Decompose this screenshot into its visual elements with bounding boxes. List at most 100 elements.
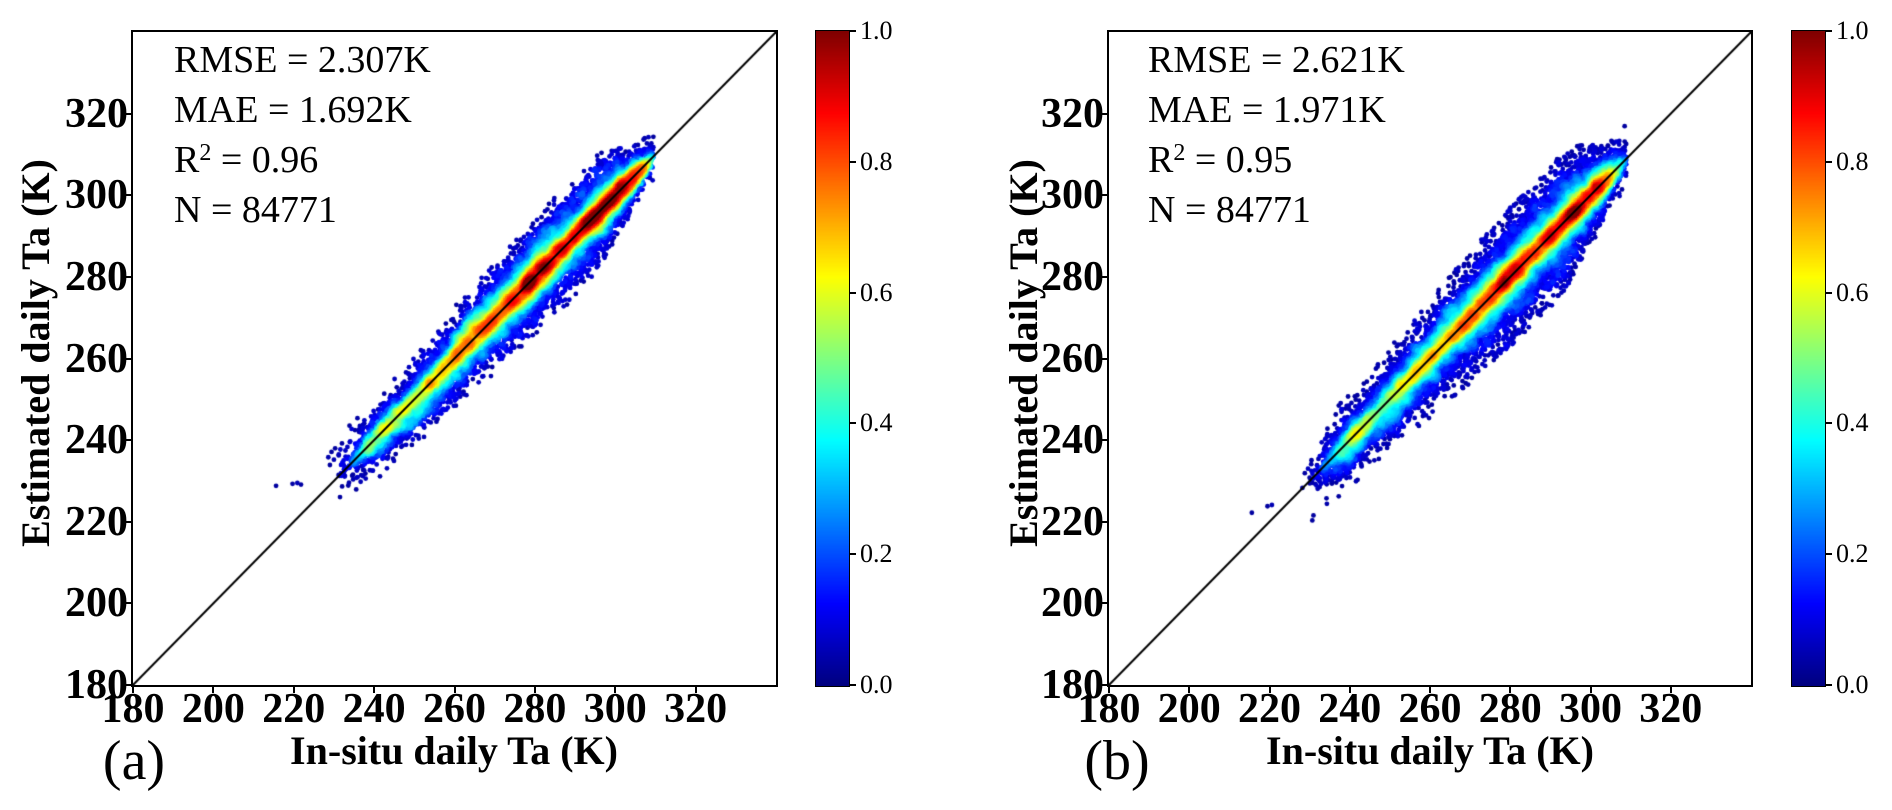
y-tick-label: 260 xyxy=(65,335,128,382)
x-tick-mark xyxy=(453,687,456,693)
y-tick-label: 220 xyxy=(1041,498,1104,545)
y-tick-mark xyxy=(125,357,131,360)
colorbar-tick-label: 0.8 xyxy=(860,146,893,176)
x-tick-label: 180 xyxy=(101,686,165,732)
y-tick-mark xyxy=(125,439,131,442)
scatter-plot-b xyxy=(1109,32,1751,685)
y-tick-label: 300 xyxy=(65,172,128,219)
stat-n-b: N = 84771 xyxy=(1148,189,1311,231)
x-tick-label: 180 xyxy=(1077,686,1141,732)
colorbar-tick-mark xyxy=(1826,553,1832,556)
x-tick-mark xyxy=(212,687,215,693)
colorbar-tick-mark xyxy=(1826,684,1832,686)
stat-r2-b: R2 = 0.95 xyxy=(1148,139,1293,181)
colorbar-tick-mark xyxy=(850,553,856,556)
x-tick-mark xyxy=(1509,687,1512,693)
y-tick-mark xyxy=(1101,520,1107,523)
colorbar-tick-label: 0.2 xyxy=(1836,539,1869,569)
x-tick-label: 260 xyxy=(1398,686,1462,732)
y-tick-label: 280 xyxy=(65,253,128,300)
colorbar-tick-label: 0.6 xyxy=(860,277,893,307)
x-tick-mark xyxy=(1188,687,1191,693)
scatter-plot-a xyxy=(133,32,776,685)
stat-r2-a: R2 = 0.96 xyxy=(174,139,319,181)
x-tick-label: 300 xyxy=(1559,686,1622,732)
x-tick-label: 220 xyxy=(262,686,326,732)
colorbar-tick-mark xyxy=(850,291,856,294)
y-tick-mark xyxy=(1101,112,1107,115)
x-tick-mark xyxy=(373,687,376,693)
colorbar-tick-label: 1.0 xyxy=(1836,16,1869,45)
x-tick-label: 320 xyxy=(664,686,728,732)
x-tick-mark xyxy=(533,687,536,693)
colorbar-tick-mark xyxy=(1826,422,1832,425)
y-tick-label: 320 xyxy=(1041,90,1104,137)
y-tick-label: 240 xyxy=(65,417,128,464)
x-tick-label: 240 xyxy=(1318,686,1382,732)
x-tick-mark xyxy=(614,687,617,693)
x-tick-mark xyxy=(1429,687,1431,693)
y-tick-label: 220 xyxy=(65,498,128,545)
y-tick-mark xyxy=(125,520,131,523)
colorbar-tick-mark xyxy=(1826,160,1832,163)
y-tick-label: 200 xyxy=(1041,580,1104,627)
x-tick-label: 320 xyxy=(1639,686,1703,732)
colorbar-tick-mark xyxy=(850,422,856,425)
y-tick-mark xyxy=(125,275,131,278)
panel-letter-a: (a) xyxy=(102,730,166,792)
y-tick-label: 280 xyxy=(1041,253,1104,300)
colorbar-b xyxy=(1791,30,1826,687)
stats-annotation-a: RMSE = 2.307K MAE = 1.692K R2 = 0.96 N =… xyxy=(174,35,431,235)
stat-mae-a: MAE = 1.692K xyxy=(174,89,412,131)
stats-annotation-b: RMSE = 2.621K MAE = 1.971K R2 = 0.95 N =… xyxy=(1148,35,1405,235)
x-axis-label-b: In-situ daily Ta (K) xyxy=(1266,728,1594,773)
y-tick-label: 260 xyxy=(1041,335,1104,382)
y-tick-mark xyxy=(1101,439,1107,442)
x-tick-mark xyxy=(694,687,697,693)
colorbar-tick-label: 0.8 xyxy=(1836,146,1869,176)
x-tick-mark xyxy=(292,687,295,693)
stat-n-a: N = 84771 xyxy=(174,189,337,231)
colorbar-tick-label: 0.2 xyxy=(860,539,893,569)
colorbar-tick-mark xyxy=(850,684,856,686)
colorbar-gradient-b xyxy=(1792,31,1825,686)
x-tick-mark xyxy=(132,687,134,693)
colorbar-tick-label: 0.0 xyxy=(1836,670,1869,699)
colorbar-tick-label: 0.0 xyxy=(860,670,893,699)
y-tick-label: 320 xyxy=(65,90,128,137)
stat-rmse-b: RMSE = 2.621K xyxy=(1148,39,1405,81)
x-tick-mark xyxy=(1108,687,1110,693)
y-tick-mark xyxy=(1101,275,1107,278)
x-tick-label: 300 xyxy=(583,686,647,732)
y-tick-label: 180 xyxy=(1041,662,1104,708)
y-tick-mark xyxy=(125,194,131,197)
colorbar-tick-mark xyxy=(850,160,856,163)
colorbar-tick-label: 0.6 xyxy=(1836,277,1869,307)
stat-rmse-a: RMSE = 2.307K xyxy=(174,39,431,81)
panel-letter-b: (b) xyxy=(1084,730,1150,792)
y-tick-mark xyxy=(125,112,131,115)
x-tick-mark xyxy=(1268,687,1271,693)
y-tick-label: 240 xyxy=(1041,417,1104,464)
x-axis-label-a: In-situ daily Ta (K) xyxy=(290,728,618,773)
x-tick-mark xyxy=(1589,687,1592,693)
colorbar-tick-label: 0.4 xyxy=(860,408,893,438)
y-tick-mark xyxy=(125,684,131,686)
x-tick-label: 240 xyxy=(342,686,406,732)
x-tick-label: 200 xyxy=(1157,686,1221,732)
colorbar-tick-mark xyxy=(1826,291,1832,294)
x-tick-label: 220 xyxy=(1238,686,1301,732)
colorbar-tick-label: 0.4 xyxy=(1836,408,1869,438)
y-tick-mark xyxy=(125,602,131,605)
x-tick-label: 260 xyxy=(423,686,486,732)
y-tick-mark xyxy=(1101,194,1107,197)
y-tick-label: 300 xyxy=(1041,172,1104,219)
x-tick-mark xyxy=(1669,687,1672,693)
colorbar-tick-label: 1.0 xyxy=(860,16,893,45)
colorbar-gradient-a xyxy=(816,31,849,686)
x-tick-label: 280 xyxy=(1478,686,1542,732)
colorbar-tick-mark xyxy=(850,30,856,32)
x-tick-mark xyxy=(1348,687,1351,693)
x-tick-label: 280 xyxy=(503,686,567,732)
